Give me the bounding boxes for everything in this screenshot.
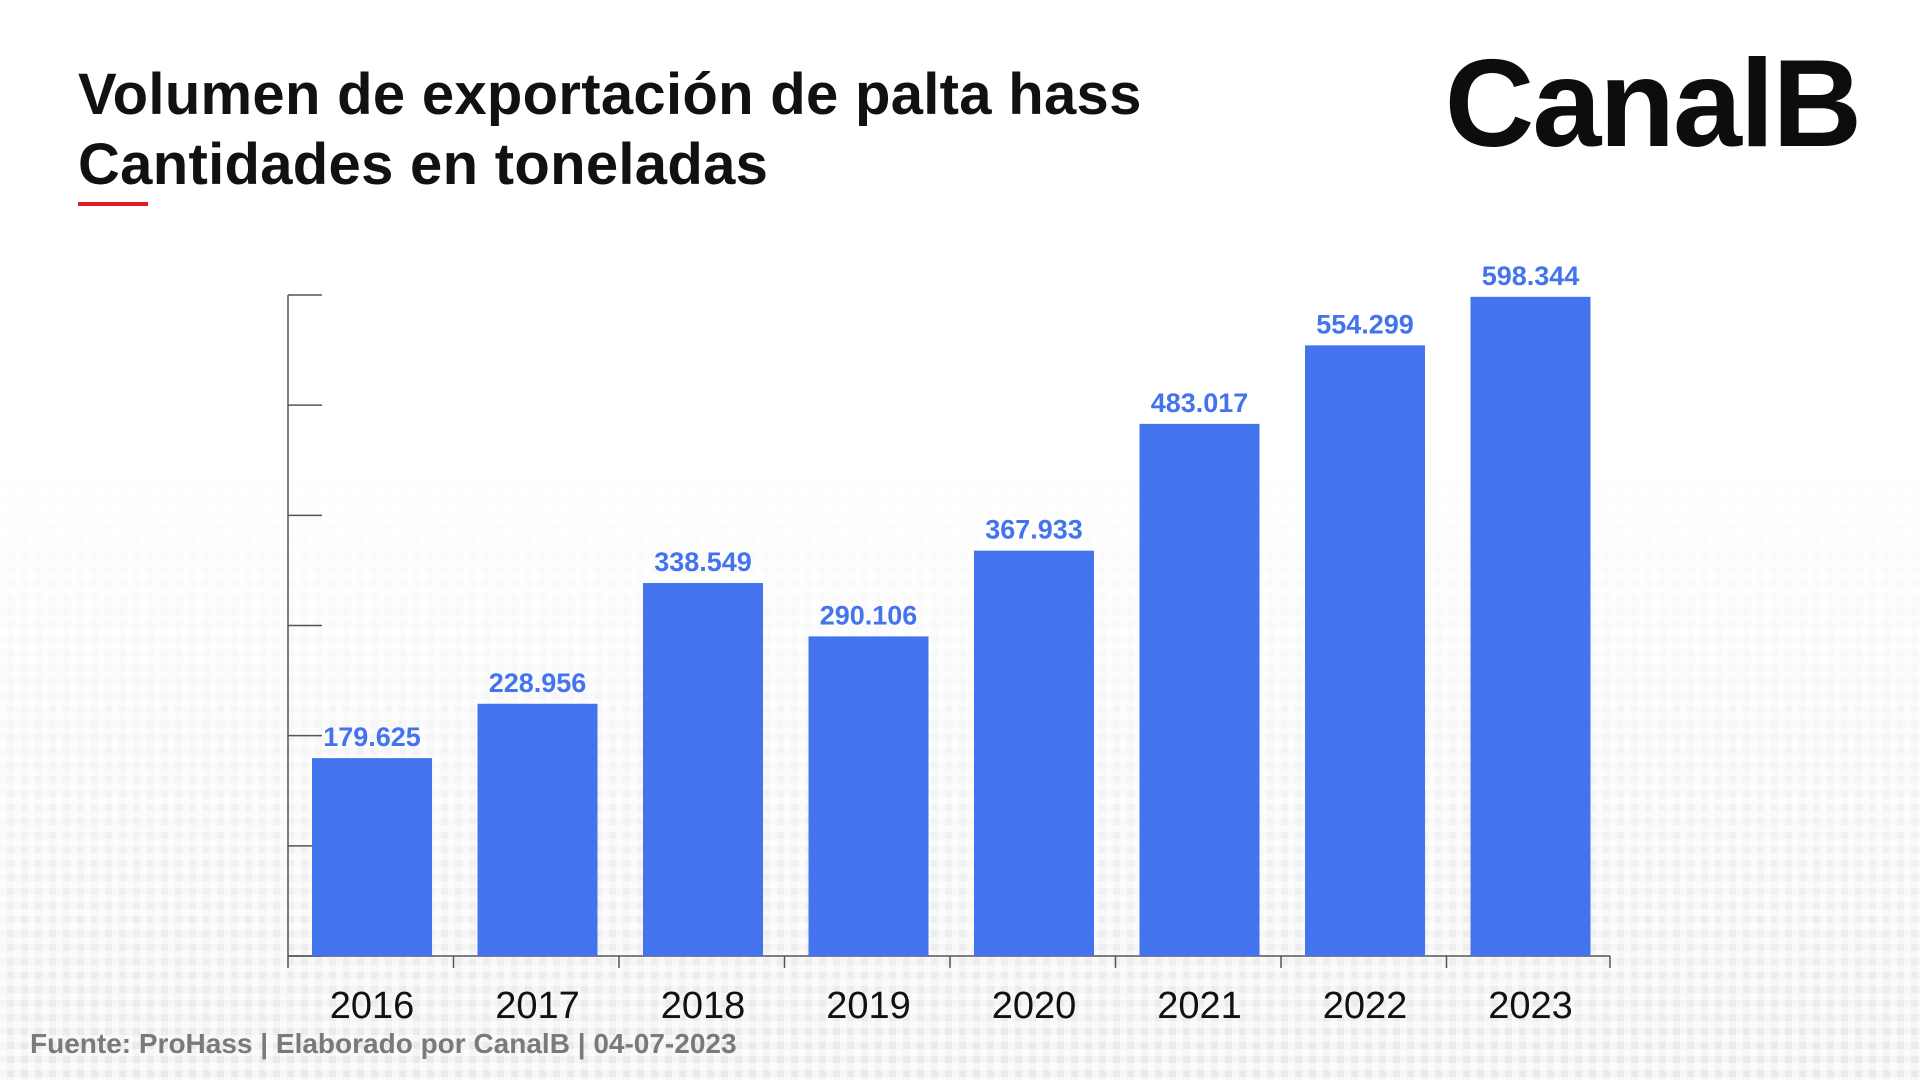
x-tick-label-2021: 2021 (1157, 985, 1242, 1027)
bar-2018 (643, 583, 763, 956)
x-tick-label-2022: 2022 (1323, 985, 1408, 1027)
data-label-2018: 338.549 (654, 547, 752, 577)
x-tick-label-2020: 2020 (992, 985, 1077, 1027)
title-line-2: Cantidades en toneladas (78, 132, 769, 197)
title-accent-bar (78, 202, 148, 206)
data-label-2017: 228.956 (489, 668, 587, 698)
data-label-2021: 483.017 (1151, 388, 1249, 418)
title-line-1: Volumen de exportación de palta hass (78, 62, 1142, 127)
x-tick-label-2019: 2019 (826, 985, 911, 1027)
bar-2020 (974, 550, 1094, 956)
x-tick-label-2016: 2016 (330, 985, 415, 1027)
data-label-2022: 554.299 (1316, 309, 1414, 339)
x-tick-label-2018: 2018 (661, 985, 746, 1027)
bar-2023 (1470, 296, 1591, 957)
x-tick-label-2017: 2017 (495, 985, 580, 1027)
bar-2021 (1139, 423, 1260, 956)
bar-2016 (312, 758, 432, 956)
bar-2017 (477, 703, 598, 956)
data-label-2020: 367.933 (985, 515, 1083, 545)
brand-logo: CanalB (1444, 35, 1862, 173)
x-tick-label-2023: 2023 (1488, 985, 1573, 1027)
source-footer: Fuente: ProHass | Elaborado por CanalB |… (30, 1028, 737, 1059)
data-label-2019: 290.106 (820, 600, 918, 630)
bar-2022 (1305, 345, 1425, 956)
data-label-2023: 598.344 (1482, 261, 1580, 291)
chart-title: Volumen de exportación de palta hass Can… (78, 60, 1142, 200)
bar-2019 (808, 636, 929, 956)
data-label-2016: 179.625 (323, 722, 421, 752)
